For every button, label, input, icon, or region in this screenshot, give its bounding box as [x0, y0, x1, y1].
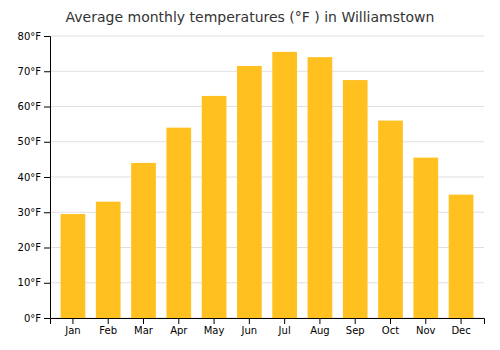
x-tick-mark: [143, 318, 144, 324]
x-tick-mark: [425, 318, 426, 324]
grid-line: [50, 141, 484, 142]
y-tick-mark: [44, 71, 50, 72]
bar: [378, 121, 403, 318]
grid-line: [50, 71, 484, 72]
x-tick: Apr: [170, 318, 188, 336]
bar: [96, 202, 121, 318]
y-tick-mark: [44, 177, 50, 178]
y-axis-line: [44, 37, 51, 319]
y-tick-mark: [44, 283, 50, 284]
x-tick: Sep: [346, 318, 365, 336]
y-tick-label: 20°F: [18, 242, 42, 253]
y-tick-mark: [44, 318, 50, 319]
y-tick: 60°F: [18, 101, 50, 112]
x-tick-label: Jul: [278, 325, 291, 336]
y-tick: 30°F: [18, 207, 50, 218]
y-axis: 0°F 10°F 20°F 30°F 40°F 50°F 60°F 70°F 80°F: [18, 31, 51, 324]
x-tick-label: Dec: [451, 325, 470, 336]
bars: [61, 52, 474, 318]
title: Average monthly temperatures (°F ) in Wi…: [66, 9, 435, 25]
bar: [413, 158, 438, 318]
y-tick-label: 10°F: [18, 277, 42, 288]
x-axis: Jan Feb Mar Apr May Jun Jul Aug Sep Oct Nov Dec: [51, 318, 485, 336]
y-tick-label: 50°F: [18, 136, 42, 147]
y-tick: 0°F: [24, 313, 50, 324]
x-tick-mark: [319, 318, 320, 324]
x-tick-label: Feb: [99, 325, 117, 336]
plot: Jan Feb Mar Apr May Jun Jul Aug Sep Oct Nov Dec 0°F 1…: [18, 31, 485, 336]
y-tick-mark: [44, 36, 50, 37]
x-tick-label: Oct: [382, 325, 399, 336]
x-tick-label: Jan: [64, 325, 80, 336]
x-tick-mark: [249, 318, 250, 324]
y-tick: 80°F: [18, 31, 50, 42]
y-tick: 70°F: [18, 66, 50, 77]
x-tick-mark: [461, 318, 462, 324]
x-tick-label: Nov: [416, 325, 436, 336]
y-tick-mark: [44, 248, 50, 249]
y-tick-mark: [44, 107, 50, 108]
y-tick-label: 70°F: [18, 66, 42, 77]
x-tick: Jul: [278, 318, 291, 336]
bar: [166, 128, 191, 318]
chart-container: Jan Feb Mar Apr May Jun Jul Aug Sep Oct Nov Dec 0°F 1…: [0, 0, 500, 350]
bar: [131, 163, 156, 318]
grid-line: [50, 36, 484, 37]
chart: Jan Feb Mar Apr May Jun Jul Aug Sep Oct Nov Dec 0°F 1…: [0, 0, 500, 350]
y-tick-label: 80°F: [18, 31, 42, 42]
x-tick: Feb: [99, 318, 117, 336]
bar: [237, 66, 262, 318]
x-tick-mark: [72, 318, 73, 324]
x-tick: Aug: [310, 318, 330, 336]
grid: [50, 36, 484, 318]
x-tick: Nov: [416, 318, 436, 336]
bar: [61, 214, 86, 318]
bar: [308, 57, 333, 318]
bar: [449, 195, 474, 318]
x-tick-label: Jun: [241, 325, 258, 336]
y-tick: 50°F: [18, 136, 50, 147]
y-tick-label: 40°F: [18, 172, 42, 183]
x-tick-label: May: [204, 325, 225, 336]
x-tick-label: Mar: [134, 325, 154, 336]
x-tick: May: [204, 318, 225, 336]
x-tick-mark: [214, 318, 215, 324]
x-tick-mark: [108, 318, 109, 324]
y-tick: 20°F: [18, 242, 50, 253]
x-tick-label: Aug: [310, 325, 330, 336]
x-axis-line: [51, 319, 485, 325]
x-tick-label: Sep: [346, 325, 365, 336]
y-tick-label: 60°F: [18, 101, 42, 112]
x-tick-mark: [284, 318, 285, 324]
x-tick: Jun: [241, 318, 258, 336]
x-tick-label: Apr: [170, 325, 188, 336]
x-tick-mark: [390, 318, 391, 324]
x-tick: Mar: [134, 318, 154, 336]
y-tick-mark: [44, 212, 50, 213]
y-tick-label: 0°F: [24, 313, 41, 324]
bar: [272, 52, 297, 318]
x-tick: Jan: [64, 318, 80, 336]
y-tick-label: 30°F: [18, 207, 42, 218]
x-tick-mark: [355, 318, 356, 324]
y-tick: 10°F: [18, 277, 50, 288]
x-tick-mark: [178, 318, 179, 324]
y-tick-mark: [44, 142, 50, 143]
grid-line: [50, 106, 484, 107]
bar: [202, 96, 227, 318]
x-tick: Dec: [451, 318, 470, 336]
x-tick: Oct: [382, 318, 399, 336]
y-tick: 40°F: [18, 172, 50, 183]
bar: [343, 80, 368, 318]
